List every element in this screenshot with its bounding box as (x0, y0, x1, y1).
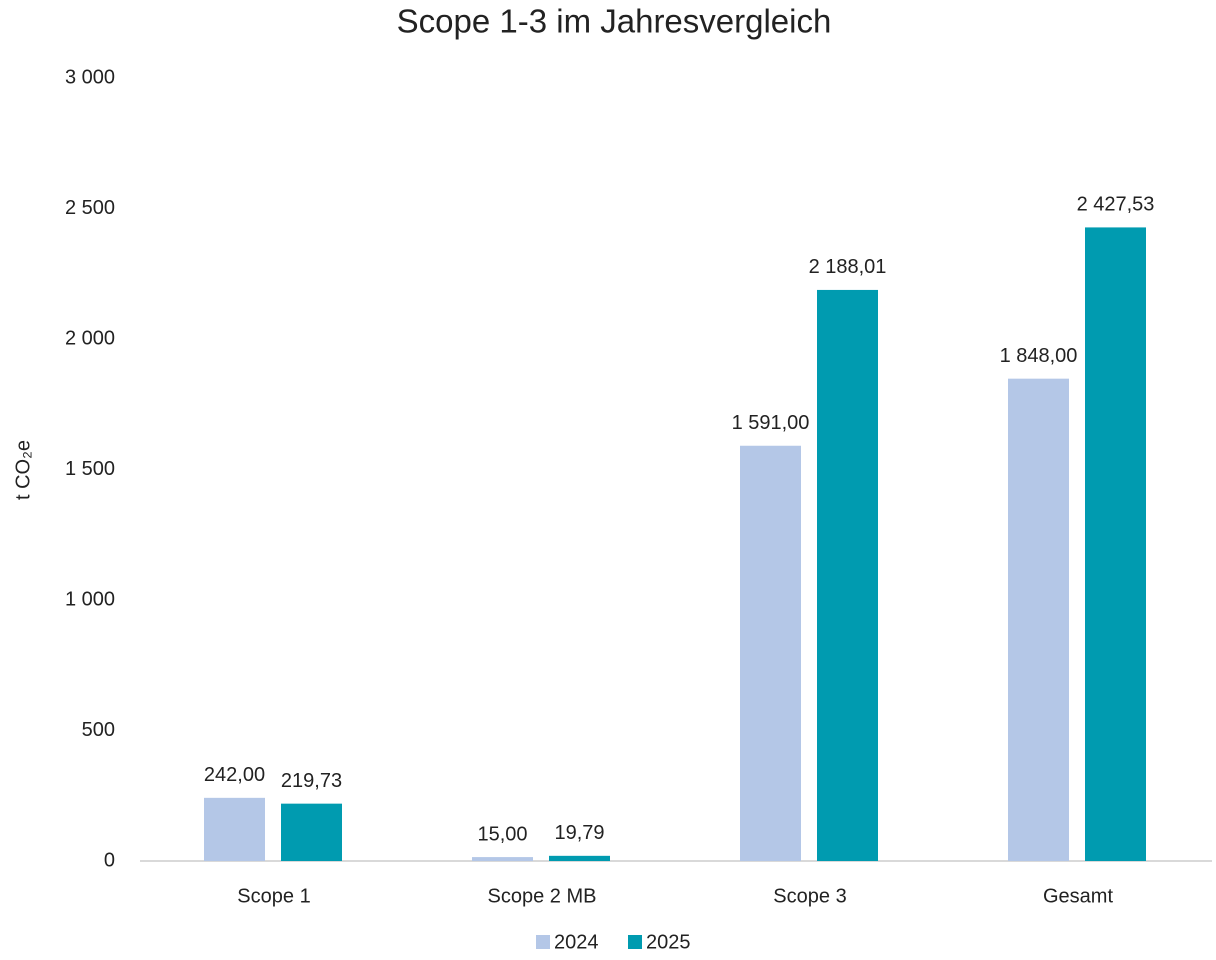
value-label: 1 591,00 (732, 412, 810, 434)
value-label: 2 188,01 (809, 256, 887, 278)
legend-label: 2025 (646, 931, 691, 953)
bar (1008, 378, 1069, 861)
value-label: 15,00 (477, 823, 527, 845)
y-tick-label: 2 000 (65, 327, 115, 349)
y-tick-label: 3 000 (65, 66, 115, 88)
y-tick-label: 1 000 (65, 588, 115, 610)
value-label: 2 427,53 (1077, 194, 1155, 216)
bar (472, 857, 533, 861)
chart-title: Scope 1-3 im Jahresvergleich (397, 3, 832, 40)
x-tick-label: Scope 3 (773, 885, 846, 907)
value-label: 219,73 (281, 770, 342, 792)
x-tick-label: Scope 1 (237, 885, 310, 907)
legend-swatch (628, 935, 642, 949)
bar (204, 797, 265, 861)
bar (549, 855, 610, 861)
bar (817, 289, 878, 861)
bar (740, 445, 801, 861)
value-label: 242,00 (204, 764, 265, 786)
y-tick-label: 2 500 (65, 197, 115, 219)
y-tick-label: 0 (104, 849, 115, 871)
x-tick-label: Gesamt (1043, 885, 1113, 907)
value-label: 1 848,00 (1000, 345, 1078, 367)
legend-label: 2024 (554, 931, 599, 953)
bar (281, 803, 342, 861)
legend-swatch (536, 935, 550, 949)
y-tick-label: 1 500 (65, 458, 115, 480)
y-axis-label: t CO₂e (12, 440, 34, 500)
x-tick-label: Scope 2 MB (488, 885, 597, 907)
bar (1085, 227, 1146, 861)
value-label: 19,79 (554, 822, 604, 844)
y-tick-label: 500 (82, 719, 115, 741)
